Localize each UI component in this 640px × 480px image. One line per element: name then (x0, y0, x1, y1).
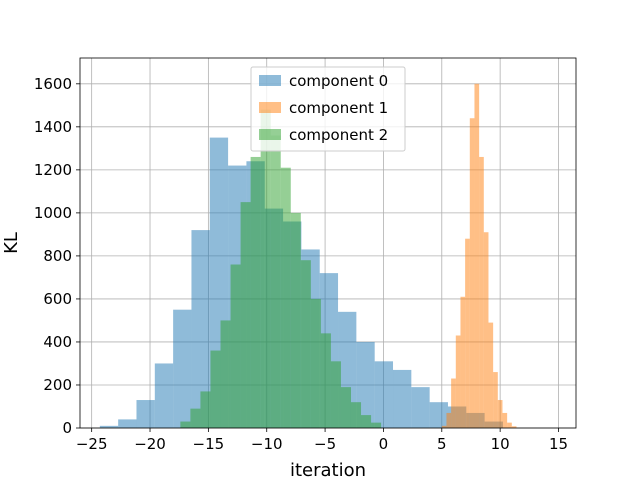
bar-series-0 (154, 363, 174, 428)
bar-series-1 (493, 372, 498, 428)
bar-series-2 (210, 350, 221, 428)
legend-label: component 1 (289, 99, 388, 117)
legend-box (250, 66, 406, 152)
x-axis-ticks: −25 −20 −15 −10 −5 0 5 10 15 (76, 428, 568, 453)
bar-series-1 (483, 232, 489, 428)
y-tick-label: 1200 (34, 161, 72, 179)
bar-series-1 (511, 426, 517, 428)
bar-series-1 (460, 296, 466, 428)
bar-series-2 (280, 167, 291, 429)
bar-series-2 (290, 212, 301, 428)
bar-series-0 (173, 309, 192, 428)
y-tick-label: 1600 (34, 75, 72, 93)
bar-series-0 (191, 230, 210, 428)
bar-series-2 (200, 391, 211, 428)
x-tick-label: −20 (134, 435, 166, 453)
y-tick-label: 0 (62, 419, 72, 437)
bar-series-2 (240, 202, 251, 428)
legend-label: component 0 (289, 72, 388, 90)
x-tick-label: −5 (314, 435, 336, 453)
bar-series-0 (411, 387, 430, 428)
bar-series-0 (99, 425, 119, 428)
bar-series-2 (371, 422, 382, 428)
bar-series-2 (190, 408, 201, 428)
bar-series-1 (497, 400, 503, 428)
plot-frame (79, 57, 577, 429)
y-tick-label: 1400 (34, 118, 72, 136)
bar-series-1 (507, 422, 512, 428)
y-tick-label: 600 (43, 290, 72, 308)
x-axis-label: iteration (290, 460, 366, 480)
bar-series-2 (320, 333, 331, 428)
bar-series-2 (260, 109, 271, 429)
bar-series-0 (429, 402, 448, 428)
bar-series-1 (451, 378, 456, 428)
x-tick-label: −15 (193, 435, 225, 453)
bar-series-0 (374, 361, 394, 428)
y-axis-label: KL (1, 232, 22, 254)
bar-series-0 (118, 419, 137, 428)
histogram-bars (99, 83, 517, 429)
legend: component 0 component 1 component 2 (250, 66, 406, 152)
y-tick-label: 800 (43, 247, 72, 265)
y-tick-label: 1000 (34, 204, 72, 222)
x-tick-label: 15 (549, 435, 568, 453)
legend-swatch (259, 75, 281, 86)
bar-series-1 (469, 118, 475, 429)
bar-series-1 (441, 425, 447, 428)
legend-swatch (259, 129, 281, 140)
bar-series-1 (446, 412, 452, 428)
y-axis-ticks: 0 200 400 600 800 1000 1200 1400 1600 (34, 75, 80, 437)
bar-series-1 (479, 156, 484, 428)
bar-series-1 (488, 322, 494, 428)
bar-series-1 (474, 83, 480, 428)
x-tick-label: 0 (379, 435, 389, 453)
bar-series-2 (340, 387, 351, 428)
bar-series-2 (350, 402, 362, 428)
bar-series-2 (300, 260, 311, 428)
legend-label: component 2 (289, 126, 388, 144)
bar-series-2 (220, 320, 231, 428)
bar-series-2 (250, 156, 261, 428)
x-tick-label: −25 (76, 435, 108, 453)
bar-series-1 (502, 412, 508, 428)
bar-series-1 (455, 335, 461, 428)
bar-series-2 (330, 361, 341, 428)
bar-series-2 (180, 421, 191, 428)
bar-series-2 (270, 135, 281, 428)
bar-series-2 (361, 415, 372, 428)
bar-series-2 (310, 298, 321, 428)
y-tick-label: 200 (43, 376, 72, 394)
y-tick-label: 400 (43, 333, 72, 351)
bar-series-0 (136, 400, 155, 428)
x-tick-label: −10 (251, 435, 283, 453)
legend-swatch (259, 102, 281, 113)
bar-series-0 (393, 369, 412, 428)
bar-series-1 (465, 238, 470, 428)
x-tick-label: 5 (437, 435, 447, 453)
x-tick-label: 10 (491, 435, 510, 453)
bar-series-2 (230, 264, 241, 428)
